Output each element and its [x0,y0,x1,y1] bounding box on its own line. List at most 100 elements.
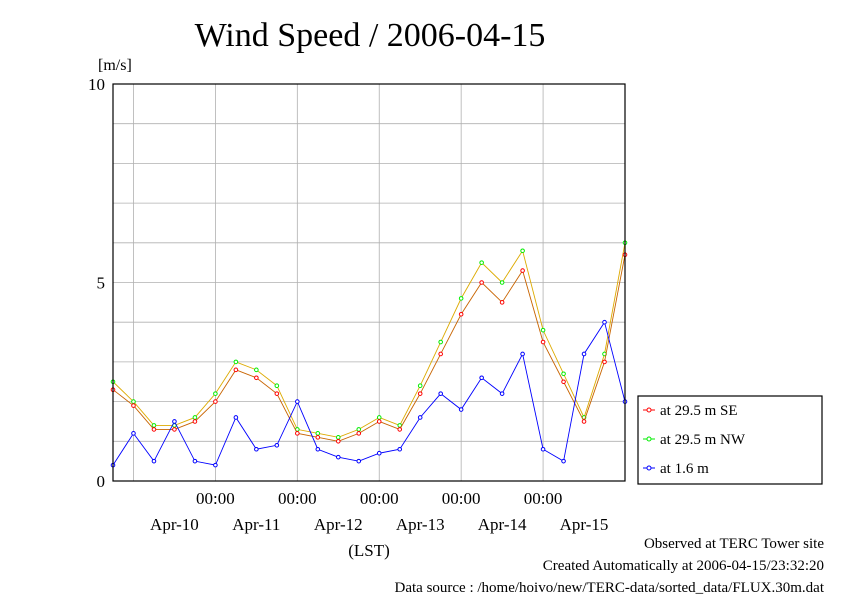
data-point [151,423,157,428]
data-point [520,248,525,254]
data-point [376,450,382,456]
data-point [335,454,341,460]
chart-title: Wind Speed / 2006-04-15 [195,17,546,54]
legend-label: at 1.6 m [660,461,709,477]
data-point [356,458,362,464]
data-point [254,446,259,452]
legend-label: at 29.5 m NW [660,432,746,448]
x-time-tick: 00:00 [278,489,317,508]
y-axis-label: [m/s] [98,57,132,74]
data-point [315,431,321,436]
data-point [356,431,362,436]
data-point [151,458,157,464]
data-point [192,419,198,424]
data-point [131,399,136,404]
data-point [192,415,198,420]
data-point [540,446,546,452]
data-point [479,280,484,285]
x-time-tick: 00:00 [524,489,563,508]
data-point [438,391,443,396]
legend: at 29.5 m SE at 29.5 m NW at 1.6 m [637,395,823,485]
data-point [417,391,423,396]
data-point [499,391,505,396]
data-point [561,458,566,464]
footer-observed: Observed at TERC Tower site [643,536,824,552]
data-point [172,427,177,432]
data-point [438,351,443,357]
x-date-label: Apr-10 [150,515,199,534]
x-date-label: Apr-12 [314,515,363,534]
series-layer [110,240,628,468]
legend-marker [646,465,652,471]
data-point [356,427,362,432]
data-point [335,439,341,444]
x-date-label: Apr-14 [478,515,527,534]
data-point [417,383,423,389]
y-tick-label: 10 [88,75,105,94]
data-point [581,351,587,357]
data-point [274,391,280,396]
data-point [295,431,300,436]
data-point [540,339,546,345]
data-point [192,458,198,464]
data-point [458,407,464,412]
data-point [499,300,505,305]
data-point [213,391,218,396]
data-point [561,379,566,385]
footer-created: Created Automatically at 2006-04-15/23:3… [542,558,824,574]
data-point [417,415,423,420]
grid-lines [113,84,625,481]
data-point [131,431,136,436]
y-tick-label: 0 [97,472,106,491]
x-date-label: Apr-11 [232,515,280,534]
data-point [233,359,239,365]
data-point [335,435,341,440]
data-point [458,296,464,301]
data-point [315,435,321,440]
x-date-label: Apr-15 [560,515,609,534]
data-point [274,442,280,448]
data-point [581,419,587,424]
x-axis-label: (LST) [348,541,390,560]
data-point [438,339,443,345]
footer-source: Data source : /home/hoivo/new/TERC-data/… [394,580,825,596]
data-point [376,415,382,420]
data-point [458,311,464,317]
data-point [254,367,259,373]
x-tick-labels: 00:00 00:00 00:00 00:00 00:00 Apr-10 Apr-11 Apr… [150,489,608,534]
data-point [602,319,607,325]
data-point [213,399,218,404]
data-point [233,415,239,420]
data-point [315,446,321,452]
data-point [561,371,566,377]
x-time-tick: 00:00 [196,489,235,508]
data-point [172,419,177,424]
data-point [479,375,484,381]
legend-marker [646,407,652,413]
legend-marker [646,436,652,442]
data-point [131,403,136,408]
legend-label: at 29.5 m SE [660,403,738,419]
x-time-tick: 00:00 [360,489,399,508]
y-tick-labels: 0 5 10 [88,75,105,491]
legend-box [637,395,823,485]
data-point [376,419,382,424]
x-time-tick: 00:00 [442,489,481,508]
data-point [213,462,218,468]
plot-frame [112,83,626,482]
data-point [254,375,259,381]
data-point [295,399,300,404]
x-date-label: Apr-13 [396,515,445,534]
series-line [112,254,626,442]
data-point [151,427,157,432]
data-point [520,351,525,357]
data-point [602,359,607,365]
data-point [540,327,546,333]
data-point [233,367,239,373]
series-line [112,321,626,466]
data-point [479,260,484,265]
data-point [520,268,525,273]
data-point [397,427,403,432]
y-tick-label: 5 [97,274,106,293]
